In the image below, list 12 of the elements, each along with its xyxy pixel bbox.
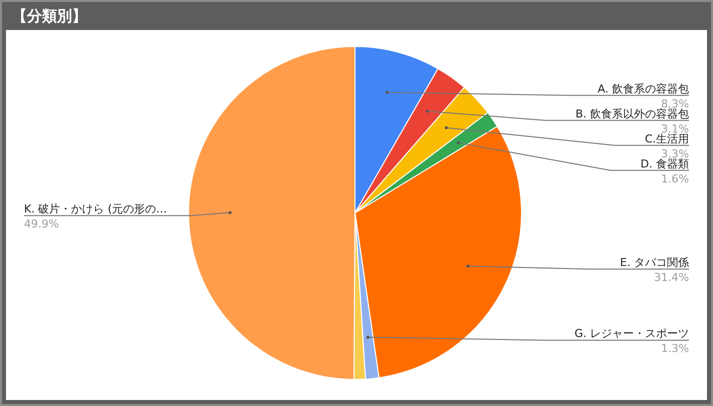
slice-label: E. タバコ関係 — [620, 256, 689, 270]
slice-label: G. レジャー・スポーツ — [574, 327, 689, 340]
slice-label: K. 破片・かけら (元の形の… — [24, 202, 167, 216]
data-label: 1.6% — [661, 172, 689, 186]
data-label: 31.4% — [654, 271, 689, 284]
data-label: 1.3% — [661, 342, 689, 356]
slice-label: C.生活用 — [644, 132, 689, 146]
slice-label: D. 食器類 — [640, 157, 689, 170]
slice-label: A. 飲食系の容器包 — [598, 82, 689, 96]
slice-label: B. 飲食系以外の容器包 — [575, 107, 689, 120]
data-label: 49.9% — [24, 218, 59, 231]
chart-title: 【分類別】 — [11, 6, 88, 27]
